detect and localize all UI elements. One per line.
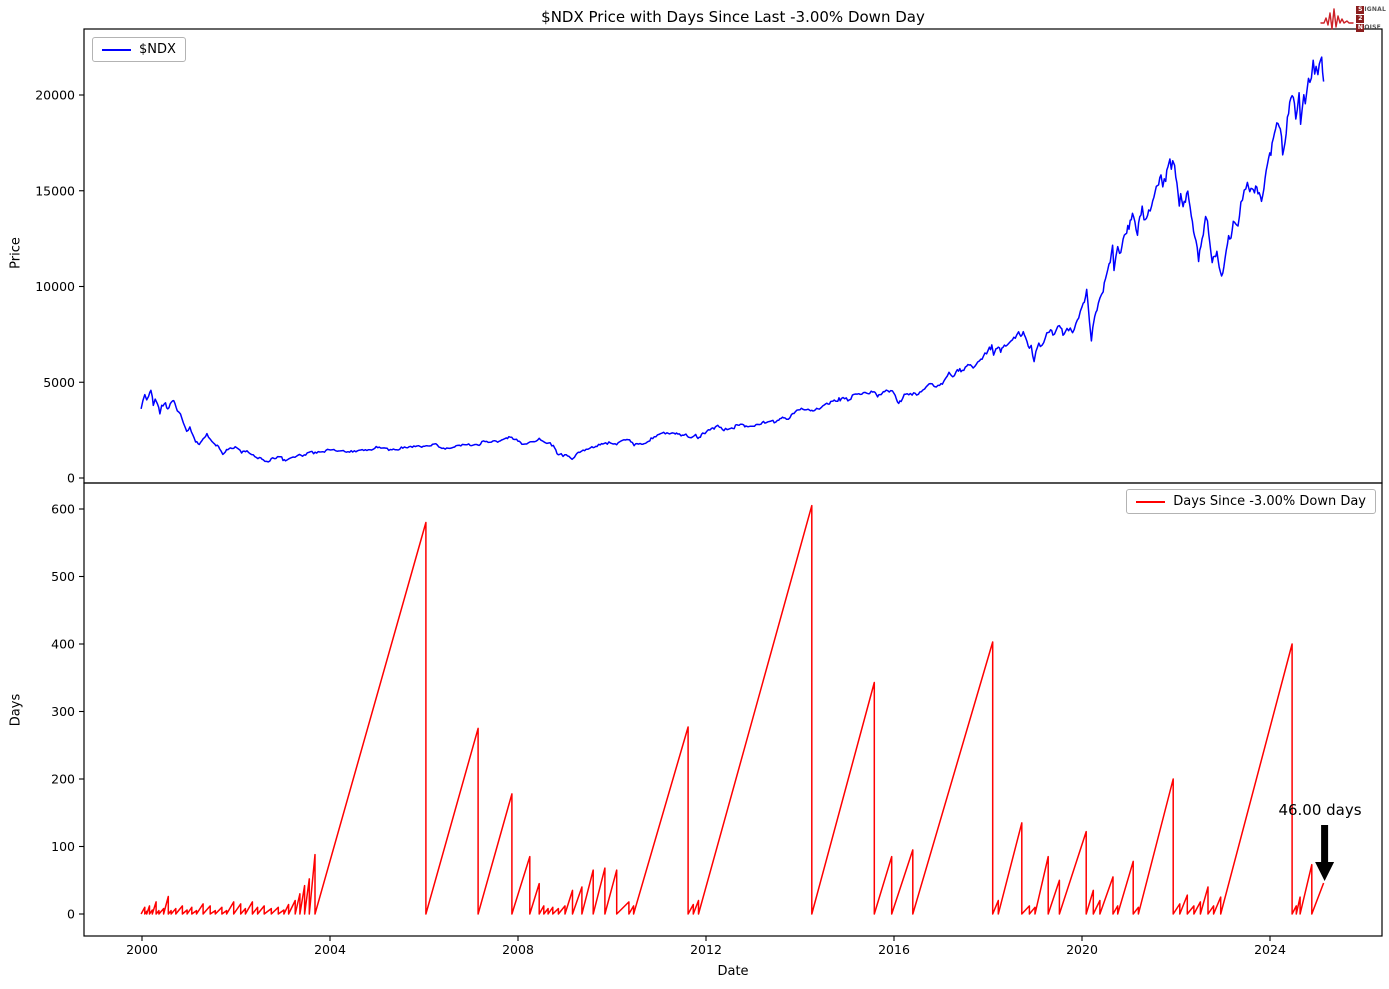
price-tick-label: 5000: [43, 375, 75, 390]
year-tick-label: 2016: [878, 942, 910, 957]
days-tick-label: 0: [67, 907, 75, 922]
price-tick-label: 15000: [35, 183, 75, 198]
legend-line-sample-red: [1136, 500, 1166, 503]
legend-label-days-since: Days Since -3.00% Down Day: [1173, 494, 1366, 509]
y-axis-label-days: Days: [8, 693, 24, 727]
signal2noise-logo: S IGNAL 2 N OISE: [1320, 6, 1386, 32]
ndx-price-line: [140, 56, 1325, 463]
year-tick-label: 2008: [502, 942, 534, 957]
top-axes-frame: [83, 28, 1383, 484]
x-axis-label-date: Date: [717, 964, 749, 979]
days-tick-label: 100: [51, 839, 75, 854]
legend-days-since: Days Since -3.00% Down Day: [1126, 489, 1376, 514]
logo-text: S IGNAL 2 N OISE: [1356, 6, 1386, 32]
logo-letter-2: 2: [1356, 15, 1365, 23]
logo-letter-n: N: [1356, 24, 1365, 32]
logo-row-2: 2: [1356, 15, 1386, 23]
y-axis-label-price: Price: [8, 237, 24, 269]
chart-title: $NDX Price with Days Since Last -3.00% D…: [541, 8, 925, 26]
days-since-line: [140, 504, 1325, 915]
price-tick-label: 20000: [35, 88, 75, 103]
days-tick-label: 500: [51, 569, 75, 584]
days-tick-label: 400: [51, 637, 75, 652]
annotation-arrow: [1315, 824, 1335, 881]
annotation-46-days: 46.00 days: [1278, 801, 1362, 819]
year-tick-label: 2004: [314, 942, 346, 957]
legend-label-ndx: $NDX: [139, 42, 176, 57]
price-tick-label: 0: [67, 471, 75, 486]
logo-row-signal: S IGNAL: [1356, 6, 1386, 14]
year-tick-label: 2000: [126, 942, 158, 957]
bottom-axes-frame: [83, 482, 1383, 937]
price-tick-label: 10000: [35, 279, 75, 294]
year-tick-label: 2020: [1066, 942, 1098, 957]
legend-ndx: $NDX: [92, 37, 186, 62]
days-tick-label: 600: [51, 502, 75, 517]
year-tick-label: 2012: [690, 942, 722, 957]
days-tick-label: 300: [51, 704, 75, 719]
legend-line-sample-blue: [102, 48, 131, 51]
days-tick-label: 200: [51, 772, 75, 787]
logo-row-noise: N OISE: [1356, 24, 1381, 32]
year-tick-label: 2024: [1254, 942, 1286, 957]
logo-letter-s: S: [1356, 6, 1365, 14]
waveform-icon: [1320, 8, 1355, 30]
